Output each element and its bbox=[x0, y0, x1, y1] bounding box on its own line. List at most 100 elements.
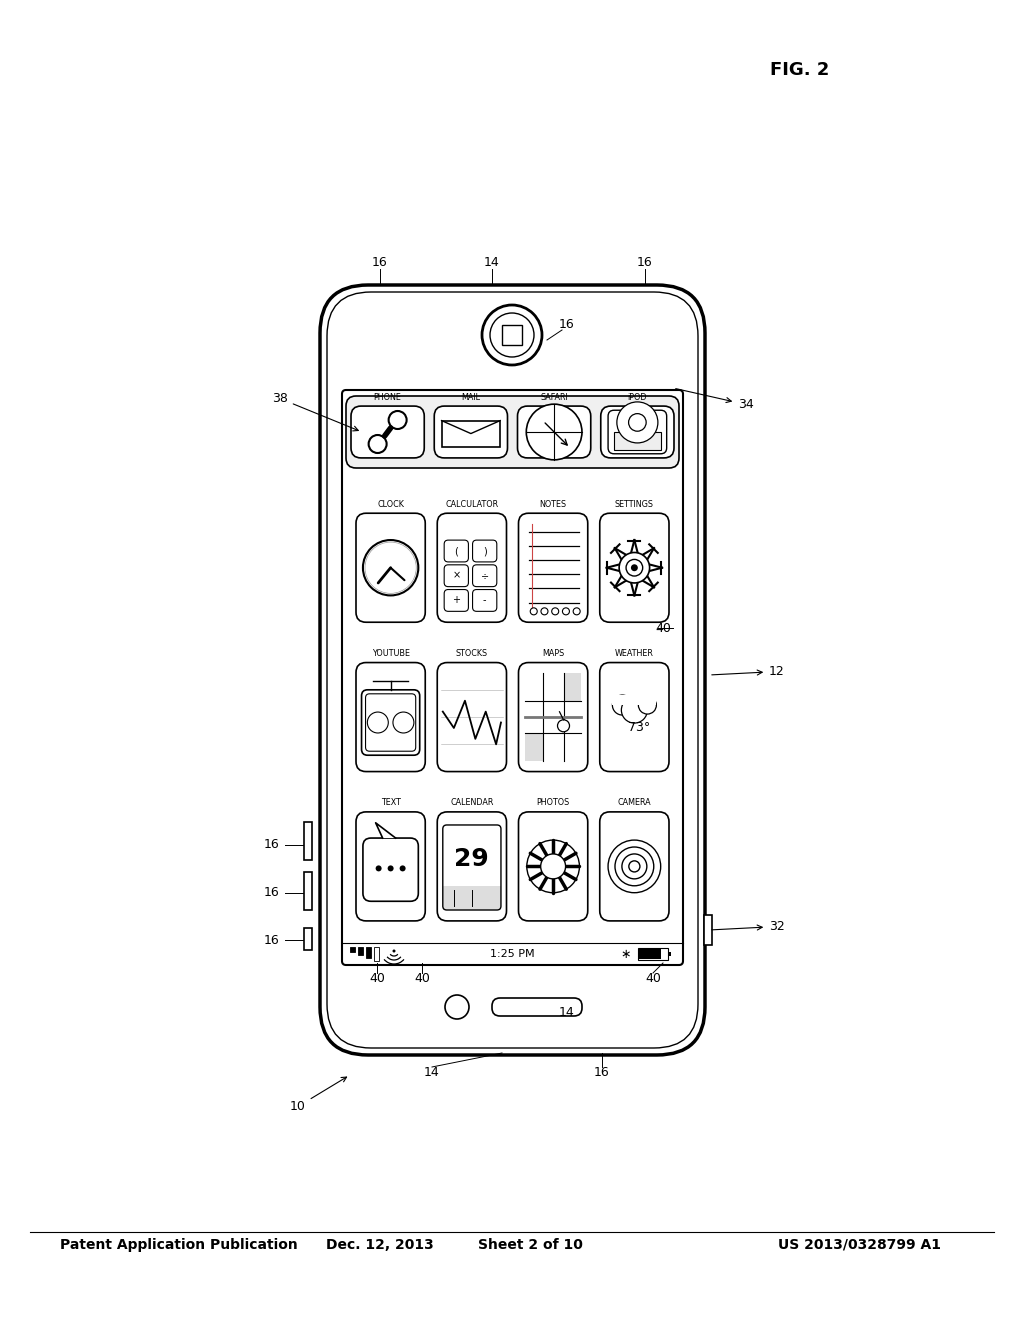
Text: 1:25 PM: 1:25 PM bbox=[489, 949, 535, 960]
Text: 40: 40 bbox=[655, 622, 671, 635]
FancyBboxPatch shape bbox=[356, 513, 425, 622]
FancyBboxPatch shape bbox=[518, 513, 588, 622]
Text: +: + bbox=[453, 595, 461, 606]
FancyBboxPatch shape bbox=[600, 812, 669, 921]
Circle shape bbox=[612, 696, 633, 715]
Circle shape bbox=[399, 866, 406, 871]
Text: 16: 16 bbox=[372, 256, 388, 269]
Bar bbox=[350, 946, 355, 952]
Text: NOTES: NOTES bbox=[540, 500, 566, 508]
FancyBboxPatch shape bbox=[434, 407, 508, 458]
Text: 40: 40 bbox=[369, 973, 385, 986]
Circle shape bbox=[482, 305, 542, 366]
FancyBboxPatch shape bbox=[518, 663, 588, 772]
Circle shape bbox=[541, 607, 548, 615]
Text: CAMERA: CAMERA bbox=[617, 799, 651, 808]
Circle shape bbox=[620, 553, 649, 583]
Text: ×: × bbox=[453, 570, 461, 581]
FancyBboxPatch shape bbox=[437, 513, 507, 622]
FancyBboxPatch shape bbox=[342, 389, 683, 965]
Bar bbox=[441, 421, 500, 446]
Text: 14: 14 bbox=[424, 1067, 440, 1080]
FancyBboxPatch shape bbox=[517, 407, 591, 458]
Polygon shape bbox=[376, 822, 395, 838]
Text: 12: 12 bbox=[712, 665, 784, 678]
Bar bbox=[442, 886, 501, 909]
Bar bbox=[705, 915, 712, 945]
Text: 16: 16 bbox=[637, 256, 653, 269]
Text: PHOTOS: PHOTOS bbox=[537, 799, 569, 808]
Circle shape bbox=[541, 854, 565, 879]
Text: 14: 14 bbox=[484, 256, 500, 269]
Circle shape bbox=[622, 697, 647, 723]
Circle shape bbox=[388, 866, 393, 871]
Text: 16: 16 bbox=[264, 838, 280, 851]
FancyBboxPatch shape bbox=[600, 513, 669, 622]
Text: iPOD: iPOD bbox=[628, 392, 647, 401]
FancyBboxPatch shape bbox=[518, 812, 588, 921]
Text: 16: 16 bbox=[594, 1067, 610, 1080]
Text: STOCKS: STOCKS bbox=[456, 649, 488, 659]
Bar bbox=[668, 952, 671, 956]
Text: 16: 16 bbox=[264, 887, 280, 899]
Text: ÷: ÷ bbox=[480, 570, 488, 581]
FancyBboxPatch shape bbox=[319, 285, 705, 1055]
Text: (: ( bbox=[455, 546, 458, 556]
Circle shape bbox=[445, 995, 469, 1019]
Text: -: - bbox=[483, 595, 486, 606]
Text: 14: 14 bbox=[559, 1006, 574, 1019]
FancyBboxPatch shape bbox=[601, 407, 674, 458]
Text: 16: 16 bbox=[264, 933, 280, 946]
FancyBboxPatch shape bbox=[346, 396, 679, 469]
Circle shape bbox=[526, 404, 582, 459]
Bar bbox=[639, 949, 662, 960]
Circle shape bbox=[392, 949, 395, 953]
FancyBboxPatch shape bbox=[437, 663, 507, 772]
Text: YOUTUBE: YOUTUBE bbox=[372, 649, 410, 659]
Text: SETTINGS: SETTINGS bbox=[614, 500, 654, 508]
Bar bbox=[366, 946, 371, 958]
Bar bbox=[563, 673, 581, 701]
Circle shape bbox=[376, 866, 382, 871]
Bar bbox=[374, 946, 379, 961]
Bar bbox=[614, 432, 660, 450]
FancyBboxPatch shape bbox=[492, 998, 582, 1016]
Text: ): ) bbox=[482, 546, 486, 556]
Circle shape bbox=[362, 540, 419, 595]
FancyBboxPatch shape bbox=[361, 690, 420, 755]
Text: CLOCK: CLOCK bbox=[377, 500, 404, 508]
Text: Dec. 12, 2013: Dec. 12, 2013 bbox=[326, 1238, 434, 1251]
Text: 29: 29 bbox=[455, 847, 489, 871]
Text: 34: 34 bbox=[676, 388, 754, 411]
Text: MAIL: MAIL bbox=[462, 392, 480, 401]
FancyBboxPatch shape bbox=[362, 838, 419, 902]
Text: TEXT: TEXT bbox=[381, 799, 400, 808]
Text: 40: 40 bbox=[645, 973, 660, 986]
Circle shape bbox=[552, 607, 559, 615]
FancyBboxPatch shape bbox=[356, 663, 425, 772]
Text: US 2013/0328799 A1: US 2013/0328799 A1 bbox=[778, 1238, 941, 1251]
Text: SAFARI: SAFARI bbox=[541, 392, 568, 401]
Text: 10: 10 bbox=[290, 1077, 346, 1113]
Text: WEATHER: WEATHER bbox=[615, 649, 653, 659]
Text: 40: 40 bbox=[414, 973, 430, 986]
Bar bbox=[612, 696, 656, 705]
Bar bbox=[525, 734, 543, 760]
Text: 16: 16 bbox=[559, 318, 574, 331]
FancyBboxPatch shape bbox=[351, 407, 424, 458]
Text: Patent Application Publication: Patent Application Publication bbox=[60, 1238, 298, 1251]
Text: CALENDAR: CALENDAR bbox=[451, 799, 494, 808]
Bar bbox=[304, 822, 312, 861]
Text: CALCULATOR: CALCULATOR bbox=[445, 500, 499, 508]
Text: ∗: ∗ bbox=[621, 948, 631, 961]
FancyBboxPatch shape bbox=[356, 812, 425, 921]
Circle shape bbox=[573, 607, 581, 615]
Circle shape bbox=[530, 607, 538, 615]
Bar bbox=[502, 325, 522, 345]
Text: FIG. 2: FIG. 2 bbox=[770, 61, 829, 79]
Bar bbox=[638, 948, 668, 960]
Circle shape bbox=[638, 696, 656, 714]
Bar bbox=[358, 946, 362, 954]
Bar bbox=[304, 928, 312, 950]
Text: 32: 32 bbox=[712, 920, 784, 933]
